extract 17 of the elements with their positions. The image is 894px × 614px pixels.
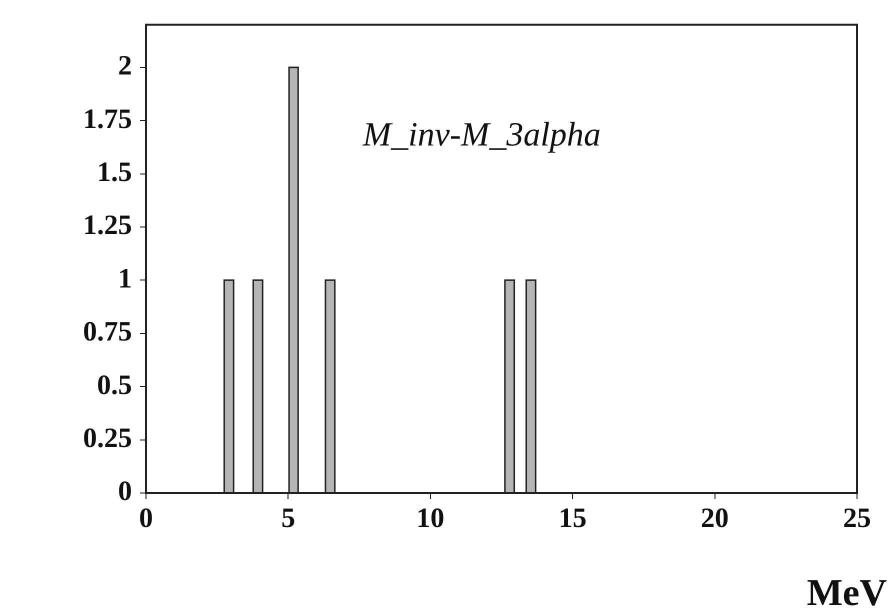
y-tick-label: 1 xyxy=(118,263,132,294)
x-tick-label: 10 xyxy=(416,503,444,534)
y-tick-label: 0.25 xyxy=(83,423,132,454)
y-tick-label: 2 xyxy=(118,50,132,82)
x-tick-label: 0 xyxy=(139,503,153,534)
y-tick-label: 0 xyxy=(118,476,132,508)
x-tick-label: 15 xyxy=(558,503,587,534)
x-tick-label: 20 xyxy=(700,503,729,534)
x-axis-title: MeV xyxy=(806,572,888,614)
y-tick-label: 1.5 xyxy=(97,157,132,188)
y-tick-label: 0.75 xyxy=(83,316,132,348)
annotation: M_inv-M_3alpha xyxy=(362,116,601,154)
y-tick-label: 0.5 xyxy=(97,370,132,401)
y-tick-label: 1.75 xyxy=(83,104,132,135)
x-tick-label: 5 xyxy=(281,503,296,534)
x-tick-label: 25 xyxy=(843,503,871,534)
y-tick-label: 1.25 xyxy=(83,210,132,242)
